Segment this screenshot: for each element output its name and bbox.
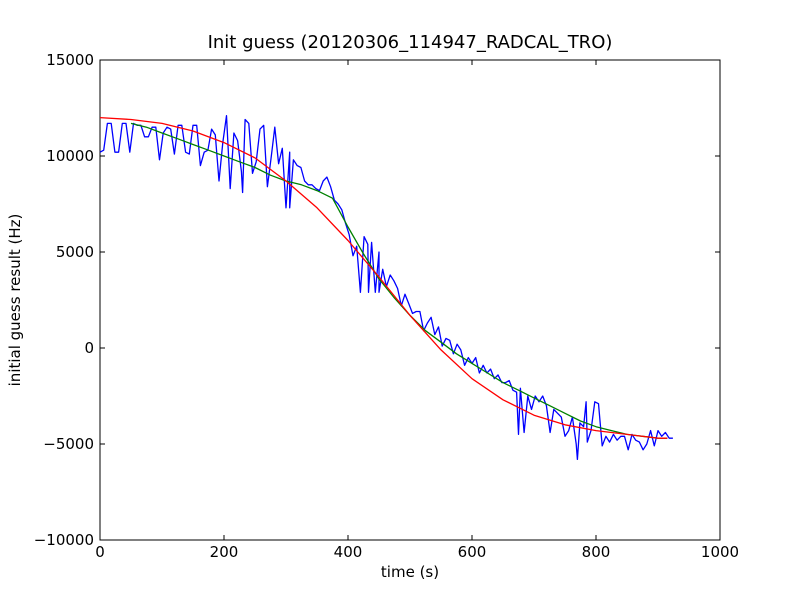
axis-ticks <box>99 59 721 541</box>
x-tick-label: 0 <box>95 543 105 561</box>
y-tick-label: −10000 <box>34 531 94 549</box>
y-tick-label: 15000 <box>46 51 94 69</box>
x-tick-label: 800 <box>582 543 611 561</box>
x-tick-label: 600 <box>458 543 487 561</box>
series-layer <box>99 115 673 461</box>
series-line-2 <box>99 116 668 439</box>
y-tick-labels: −10000 −5000 0 5000 10000 15000 <box>34 51 94 549</box>
x-axis-label: time (s) <box>381 563 439 581</box>
x-tick-label: 1000 <box>701 543 739 561</box>
y-axis-label: initial guess result (Hz) <box>6 214 24 387</box>
y-tick-label: 0 <box>84 339 94 357</box>
x-tick-label: 200 <box>210 543 239 561</box>
x-tick-labels: 0 200 400 600 800 1000 <box>95 543 739 561</box>
chart-title: Init guess (20120306_114947_RADCAL_TRO) <box>208 32 613 53</box>
series-line-0 <box>99 115 673 461</box>
y-tick-label: −5000 <box>43 435 94 453</box>
plot-area <box>99 59 721 541</box>
x-tick-label: 400 <box>334 543 363 561</box>
y-tick-label: 5000 <box>56 243 94 261</box>
y-tick-label: 10000 <box>46 147 94 165</box>
